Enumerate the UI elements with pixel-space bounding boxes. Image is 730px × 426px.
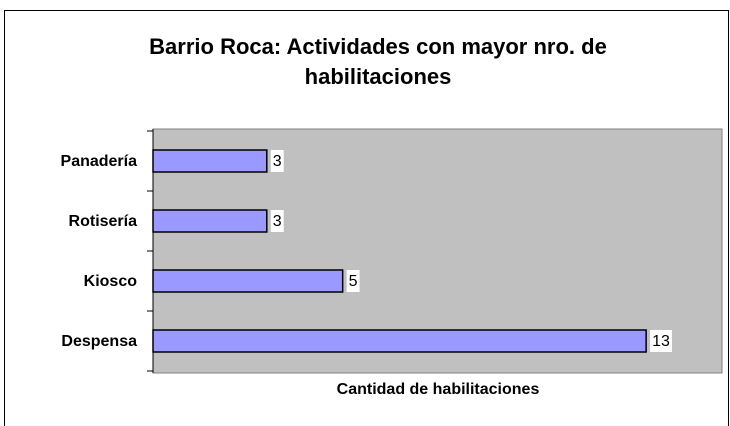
y-tick-label: Panadería	[61, 153, 138, 170]
bar	[152, 329, 647, 353]
value-label: 13	[652, 333, 670, 350]
y-tick-label: Rotisería	[69, 213, 138, 230]
value-label-bg	[270, 210, 284, 232]
y-tick-label: Despensa	[61, 333, 137, 350]
value-label-bg	[270, 150, 284, 172]
value-label: 3	[273, 213, 282, 230]
bar	[152, 209, 268, 233]
bar	[152, 149, 268, 173]
bar	[152, 269, 344, 293]
value-label: 5	[349, 273, 358, 290]
value-label-bg	[650, 330, 672, 352]
x-axis-label: Cantidad de habilitaciones	[337, 381, 540, 398]
y-tick-label: Kiosco	[84, 273, 138, 290]
value-label-bg	[346, 270, 360, 292]
value-label: 3	[273, 153, 282, 170]
chart-title: Barrio Roca: Actividades con mayor nro. …	[149, 34, 607, 89]
